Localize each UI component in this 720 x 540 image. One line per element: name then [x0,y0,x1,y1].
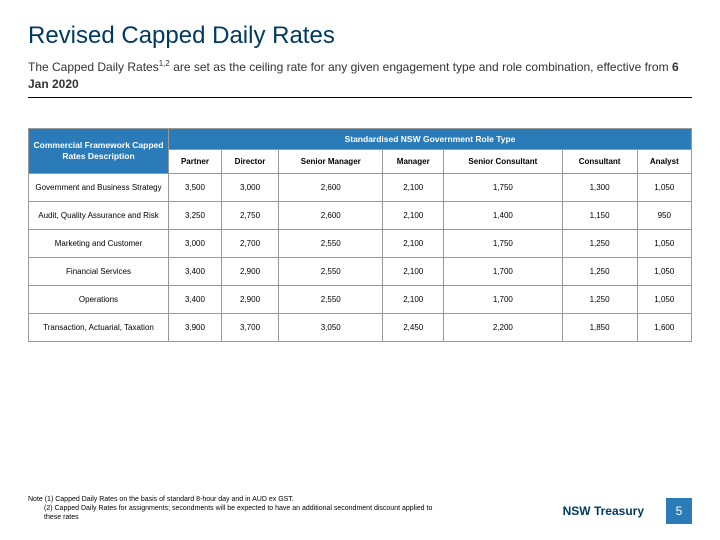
table-row: Audit, Quality Assurance and Risk3,2502,… [29,201,692,229]
row-label: Audit, Quality Assurance and Risk [29,201,169,229]
rate-cell: 3,700 [221,313,278,341]
rate-cell: 950 [637,201,691,229]
rate-cell: 1,250 [562,285,637,313]
col-partner: Partner [169,149,222,173]
rate-cell: 1,700 [444,257,562,285]
col-analyst: Analyst [637,149,691,173]
rate-cell: 1,250 [562,257,637,285]
row-label: Transaction, Actuarial, Taxation [29,313,169,341]
rate-cell: 1,750 [444,229,562,257]
rate-cell: 1,750 [444,173,562,201]
rate-cell: 2,450 [383,313,444,341]
page-title: Revised Capped Daily Rates [0,0,720,58]
rate-cell: 3,900 [169,313,222,341]
rate-cell: 2,100 [383,229,444,257]
rate-cell: 2,550 [279,285,383,313]
subtitle-pre: The Capped Daily Rates [28,60,159,74]
footer-right: NSW Treasury 5 [563,498,692,524]
rate-cell: 1,050 [637,229,691,257]
col-senior-manager: Senior Manager [279,149,383,173]
table-row: Transaction, Actuarial, Taxation3,9003,7… [29,313,692,341]
rate-cell: 2,100 [383,173,444,201]
subtitle-mid: are set as the ceiling rate for any give… [170,60,672,74]
col-consultant: Consultant [562,149,637,173]
subtitle-sup: 1,2 [159,59,170,68]
rates-table-wrap: Commercial Framework Capped Rates Descri… [28,128,692,342]
rate-cell: 2,750 [221,201,278,229]
rate-cell: 2,100 [383,257,444,285]
table-row: Financial Services3,4002,9002,5502,1001,… [29,257,692,285]
rate-cell: 3,400 [169,285,222,313]
row-label: Government and Business Strategy [29,173,169,201]
rate-cell: 1,050 [637,257,691,285]
rate-cell: 1,400 [444,201,562,229]
rate-cell: 2,100 [383,201,444,229]
rate-cell: 1,700 [444,285,562,313]
rate-cell: 2,100 [383,285,444,313]
rates-table: Commercial Framework Capped Rates Descri… [28,128,692,342]
rate-cell: 2,550 [279,229,383,257]
row-label: Marketing and Customer [29,229,169,257]
rate-cell: 1,050 [637,173,691,201]
rate-cell: 3,400 [169,257,222,285]
table-row: Government and Business Strategy3,5003,0… [29,173,692,201]
subtitle: The Capped Daily Rates1,2 are set as the… [28,58,692,98]
col-director: Director [221,149,278,173]
table-row: Marketing and Customer3,0002,7002,5502,1… [29,229,692,257]
rate-cell: 1,600 [637,313,691,341]
rate-cell: 2,200 [444,313,562,341]
rate-cell: 1,150 [562,201,637,229]
row-label: Operations [29,285,169,313]
rate-cell: 3,000 [221,173,278,201]
rate-cell: 3,050 [279,313,383,341]
rate-cell: 1,250 [562,229,637,257]
rate-cell: 2,600 [279,173,383,201]
column-spanner: Standardised NSW Government Role Type [169,128,692,149]
footer-org: NSW Treasury [563,504,644,518]
footnotes: Note (1) Capped Daily Rates on the basis… [28,495,448,522]
footnote-1: Note (1) Capped Daily Rates on the basis… [28,496,294,503]
rate-cell: 1,050 [637,285,691,313]
page-number: 5 [666,498,692,524]
rate-cell: 3,500 [169,173,222,201]
table-body: Government and Business Strategy3,5003,0… [29,173,692,341]
table-row: Operations3,4002,9002,5502,1001,7001,250… [29,285,692,313]
rate-cell: 1,300 [562,173,637,201]
rate-cell: 2,550 [279,257,383,285]
footnote-2: (2) Capped Daily Rates for assignments; … [28,504,448,522]
rate-cell: 2,900 [221,285,278,313]
row-label: Financial Services [29,257,169,285]
rate-cell: 2,600 [279,201,383,229]
rate-cell: 2,900 [221,257,278,285]
rate-cell: 3,000 [169,229,222,257]
rate-cell: 3,250 [169,201,222,229]
rate-cell: 1,850 [562,313,637,341]
col-senior-consultant: Senior Consultant [444,149,562,173]
row-header-label: Commercial Framework Capped Rates Descri… [29,128,169,173]
rate-cell: 2,700 [221,229,278,257]
col-manager: Manager [383,149,444,173]
